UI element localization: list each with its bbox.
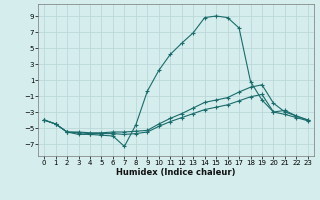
X-axis label: Humidex (Indice chaleur): Humidex (Indice chaleur) <box>116 168 236 177</box>
